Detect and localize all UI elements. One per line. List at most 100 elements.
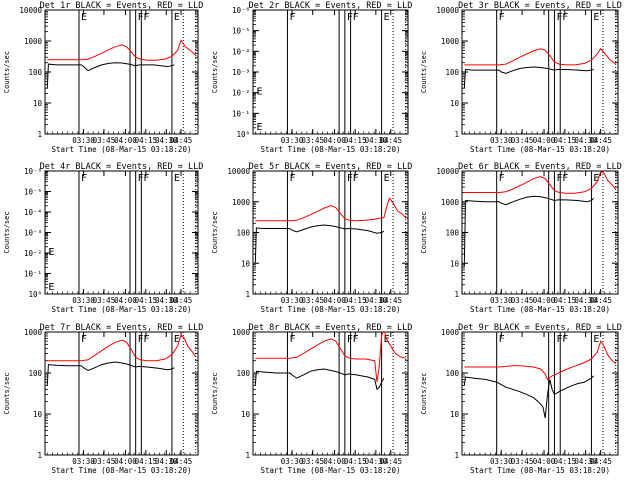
x-tick-label: 04:30 — [574, 457, 597, 466]
y-axis-label: Counts/sec — [420, 372, 428, 414]
x-tick-label: 04:30 — [155, 136, 178, 145]
y-tick-label: 10⁻² — [232, 89, 250, 98]
x-tick-label: 03:30 — [281, 136, 304, 145]
x-tick-label: 03:45 — [301, 296, 324, 305]
y-tick-label: 10000 — [436, 167, 459, 176]
x-tick-label: 04:30 — [155, 296, 178, 305]
y-tick-label: 100 — [28, 68, 42, 77]
marker-label: E — [48, 282, 54, 293]
x-axis-label: Start Time (08-Mar-15 03:18:20) — [52, 305, 192, 314]
x-tick-label: 04:45 — [589, 457, 612, 466]
y-axis-label: Counts/sec — [211, 211, 219, 253]
plot-frame — [44, 9, 199, 135]
panel-title: Det 9r BLACK = Events, RED = LLD — [458, 323, 622, 333]
marker-label: F — [562, 12, 568, 23]
x-tick-label: 04:15 — [554, 296, 577, 305]
x-tick-label: 03:30 — [490, 296, 513, 305]
marker-label: F — [289, 12, 295, 23]
y-tick-label: 10000 — [227, 167, 250, 176]
y-tick-label: 10⁻⁵ — [232, 27, 250, 36]
marker-label: F — [556, 12, 562, 23]
y-tick-label: 1 — [454, 130, 459, 139]
x-tick-label: 04:15 — [135, 296, 158, 305]
x-tick-label: 04:45 — [379, 296, 402, 305]
series-line-lld — [464, 339, 617, 381]
marker-label: F — [347, 12, 353, 23]
marker-label: F — [353, 12, 359, 23]
marker-label: F — [556, 334, 562, 345]
x-tick-label: 04:15 — [344, 136, 367, 145]
y-tick-label: 10⁻⁴ — [232, 47, 250, 56]
x-tick-label: 04:30 — [574, 136, 597, 145]
marker-label: E — [81, 12, 87, 23]
y-tick-label: 1 — [37, 451, 42, 460]
x-axis-label: Start Time (08-Mar-15 03:18:20) — [52, 145, 192, 154]
x-tick-label: 04:15 — [135, 457, 158, 466]
y-tick-label: 10⁻² — [24, 249, 42, 258]
y-tick-label: 10000 — [436, 6, 459, 15]
x-tick-label: 04:15 — [554, 136, 577, 145]
marker-label: F — [353, 334, 359, 345]
y-tick-label: 10 — [450, 410, 460, 419]
x-axis-label: Start Time (08-Mar-15 03:18:20) — [470, 466, 610, 475]
plot-frame — [461, 9, 619, 135]
x-axis-label: Start Time (08-Mar-15 03:18:20) — [261, 145, 401, 154]
series-line-events — [254, 224, 385, 264]
x-tick-label: 04:00 — [323, 136, 346, 145]
x-tick-label: 03:30 — [281, 296, 304, 305]
x-tick-label: 04:30 — [365, 136, 388, 145]
marker-label: F — [143, 334, 149, 345]
marker-label: F — [556, 173, 562, 184]
y-axis-label: Counts/sec — [211, 51, 219, 93]
x-tick-label: 03:45 — [93, 296, 116, 305]
plot-frame — [44, 170, 199, 295]
marker-label: E — [174, 334, 180, 345]
x-tick-label: 04:00 — [114, 136, 137, 145]
plot-frame — [461, 331, 619, 456]
y-tick-label: 10 — [241, 410, 251, 419]
y-tick-label: 100 — [445, 229, 459, 238]
x-tick-label: 04:00 — [114, 457, 137, 466]
x-tick-label: 04:15 — [344, 296, 367, 305]
panel-det-5: Det 5r BLACK = Events, RED = LLD10000100… — [211, 162, 412, 314]
panel-title: Det 7r BLACK = Events, RED = LLD — [40, 323, 204, 333]
series-line-lld — [47, 333, 197, 362]
y-axis-label: Counts/sec — [3, 51, 11, 93]
marker-label: E — [256, 122, 262, 133]
x-tick-label: 03:45 — [511, 136, 534, 145]
plot-frame — [461, 170, 619, 295]
marker-label: E — [593, 12, 599, 23]
y-tick-label: 10⁻¹ — [232, 109, 250, 118]
marker-label: F — [289, 334, 295, 345]
y-tick-label: 100 — [445, 369, 459, 378]
marker-label: F — [81, 173, 87, 184]
y-tick-label: 10⁻³ — [232, 68, 250, 77]
y-tick-label: 10 — [33, 99, 43, 108]
y-tick-label: 10⁻⁵ — [24, 188, 42, 197]
y-tick-label: 1 — [37, 130, 42, 139]
y-axis-label: Counts/sec — [3, 372, 11, 414]
x-tick-label: 04:00 — [533, 136, 556, 145]
y-tick-label: 10⁻⁶ — [232, 6, 250, 15]
panel-det-1: Det 1r BLACK = Events, RED = LLD10000100… — [3, 1, 203, 154]
x-tick-label: 04:45 — [589, 296, 612, 305]
panel-title: Det 4r BLACK = Events, RED = LLD — [40, 162, 204, 172]
y-tick-label: 1 — [454, 290, 459, 299]
x-axis-label: Start Time (08-Mar-15 03:18:20) — [261, 305, 401, 314]
x-tick-label: 03:30 — [72, 457, 95, 466]
x-tick-label: 04:45 — [170, 457, 193, 466]
x-tick-label: 04:45 — [170, 136, 193, 145]
x-tick-label: 04:45 — [379, 457, 402, 466]
marker-label: F — [143, 12, 149, 23]
y-tick-label: 1000 — [24, 37, 43, 46]
x-tick-label: 04:45 — [379, 136, 402, 145]
marker-label: F — [562, 173, 568, 184]
x-tick-label: 04:30 — [365, 457, 388, 466]
marker-label: E — [593, 173, 599, 184]
series-line-events — [254, 368, 385, 391]
y-tick-label: 100 — [236, 229, 250, 238]
